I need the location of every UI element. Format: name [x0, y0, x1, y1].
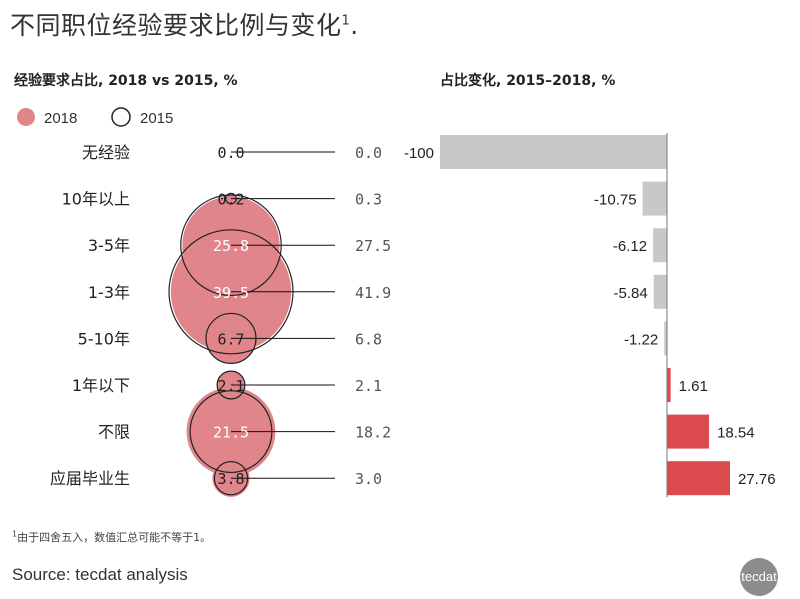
tecdat-logo: tecdat	[740, 558, 778, 596]
bar-chart-subtitle: 占比变化, 2015–2018, %	[440, 73, 616, 89]
bubble-2015	[189, 390, 273, 474]
change-bar	[667, 461, 731, 496]
value-label-2018: 3.8	[217, 470, 244, 488]
bubble-2015	[205, 312, 257, 364]
row-label: 1年以下	[72, 376, 130, 395]
row-label: 无经验	[82, 143, 130, 162]
value-label-2015: 0.0	[355, 144, 382, 162]
legend-label-2018: 2018	[44, 110, 77, 127]
bubble-2015	[216, 370, 246, 400]
bar-value-label: -10.75	[594, 192, 637, 209]
title-footnote-marker: 1	[341, 13, 351, 29]
row-label: 10年以上	[62, 190, 130, 209]
bubble-2015	[213, 461, 249, 496]
row-label: 应届毕业生	[50, 469, 130, 488]
change-bar	[664, 321, 667, 356]
footnote: 1由于四舍五入，数值汇总可能不等于1。	[12, 529, 211, 545]
change-bar	[667, 414, 710, 449]
change-bar	[653, 228, 667, 263]
legend-swatch-2018	[17, 108, 35, 126]
bar-value-label: 18.54	[717, 425, 755, 442]
bubble-chart-subtitle: 经验要求占比, 2018 vs 2015, %	[14, 73, 238, 89]
bubble-2015	[180, 194, 282, 297]
value-label-2015: 2.1	[355, 377, 382, 395]
change-bar	[642, 181, 667, 216]
bar-value-label: -1.22	[624, 331, 658, 348]
chart-title: 不同职位经验要求比例与变化1.	[10, 6, 359, 42]
value-label-2015: 6.8	[355, 330, 382, 348]
value-label-2015: 3.0	[355, 470, 382, 488]
value-label-2018: 6.7	[217, 330, 244, 348]
row-label: 3-5年	[88, 236, 130, 255]
value-label-2018: 2.1	[217, 377, 244, 395]
value-label-2018: 39.5	[213, 284, 249, 302]
value-label-2015: 27.5	[355, 237, 391, 255]
value-label-2018: 0.0	[217, 144, 244, 162]
title-suffix: .	[350, 11, 359, 40]
change-bar	[667, 368, 671, 402]
value-label-2015: 41.9	[355, 284, 391, 302]
legend-swatch-2015	[111, 107, 131, 127]
bar-value-label: 27.76	[738, 471, 776, 488]
value-label-2018: 21.5	[213, 424, 249, 442]
bar-value-label: 1.61	[679, 378, 708, 395]
bar-value-label: -100	[404, 145, 434, 162]
value-label-2018: 0.2	[217, 191, 244, 209]
footnote-text: 由于四舍五入，数值汇总可能不等于1。	[17, 531, 212, 544]
bubble-2015	[168, 229, 294, 355]
bar-value-label: -5.84	[614, 285, 648, 302]
change-bar	[440, 135, 667, 169]
row-label: 1-3年	[88, 283, 130, 302]
legend-label-2015: 2015	[140, 110, 173, 127]
bar-value-label: -6.12	[613, 238, 647, 255]
value-label-2015: 18.2	[355, 424, 391, 442]
row-label: 不限	[98, 423, 130, 442]
source-note: Source: tecdat analysis	[12, 565, 188, 584]
value-label-2018: 25.8	[213, 237, 249, 255]
footnote-marker: 1	[12, 529, 18, 539]
value-label-2015: 0.3	[355, 191, 382, 209]
row-label: 5-10年	[78, 329, 130, 348]
chart-title-text: 不同职位经验要求比例与变化	[10, 11, 342, 40]
bubble-2015	[225, 192, 237, 205]
change-bar	[653, 274, 667, 309]
